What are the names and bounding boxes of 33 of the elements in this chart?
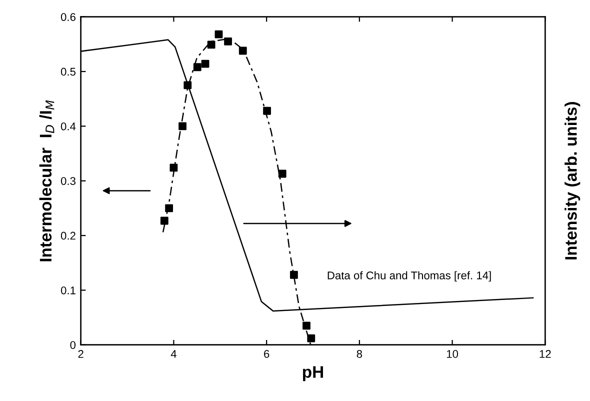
x-tick-label: 2	[78, 350, 84, 358]
y-tick-label: 0.4	[60, 122, 76, 130]
annotation: Data of Chu and Thomas [ref. 14]	[328, 271, 491, 282]
point	[302, 322, 310, 330]
y-tick-label: 0.1	[60, 286, 76, 294]
y-tick-label: 0.5	[60, 68, 76, 76]
point	[214, 30, 223, 38]
point	[290, 270, 298, 279]
point	[224, 37, 232, 46]
point	[207, 40, 216, 49]
y-tick-label: 0.3	[60, 177, 76, 185]
point	[170, 164, 178, 172]
x-tick-label: 8	[356, 350, 362, 358]
point	[178, 122, 186, 130]
y-axis-title: Intermolecular I$_{D}$ /I$_{M}$	[39, 100, 54, 262]
point	[160, 216, 168, 225]
point	[201, 60, 210, 68]
point	[184, 81, 192, 90]
x-axis-title: pH	[302, 366, 323, 382]
x-tick-label: 10	[446, 350, 458, 358]
x-tick-label: 4	[170, 350, 176, 358]
y-tick-label: 0.6	[60, 13, 76, 21]
point	[193, 63, 202, 72]
point	[165, 204, 174, 212]
point	[263, 106, 271, 115]
y-tick-label: 0	[70, 341, 76, 349]
y2-axis-title: Intensity (arb. units)	[564, 102, 580, 260]
point	[307, 334, 316, 342]
x-tick-label: 6	[264, 350, 270, 358]
x-tick-label: 12	[540, 350, 551, 358]
point	[238, 46, 247, 55]
y-tick-label: 0.2	[60, 232, 76, 240]
point	[278, 170, 286, 178]
